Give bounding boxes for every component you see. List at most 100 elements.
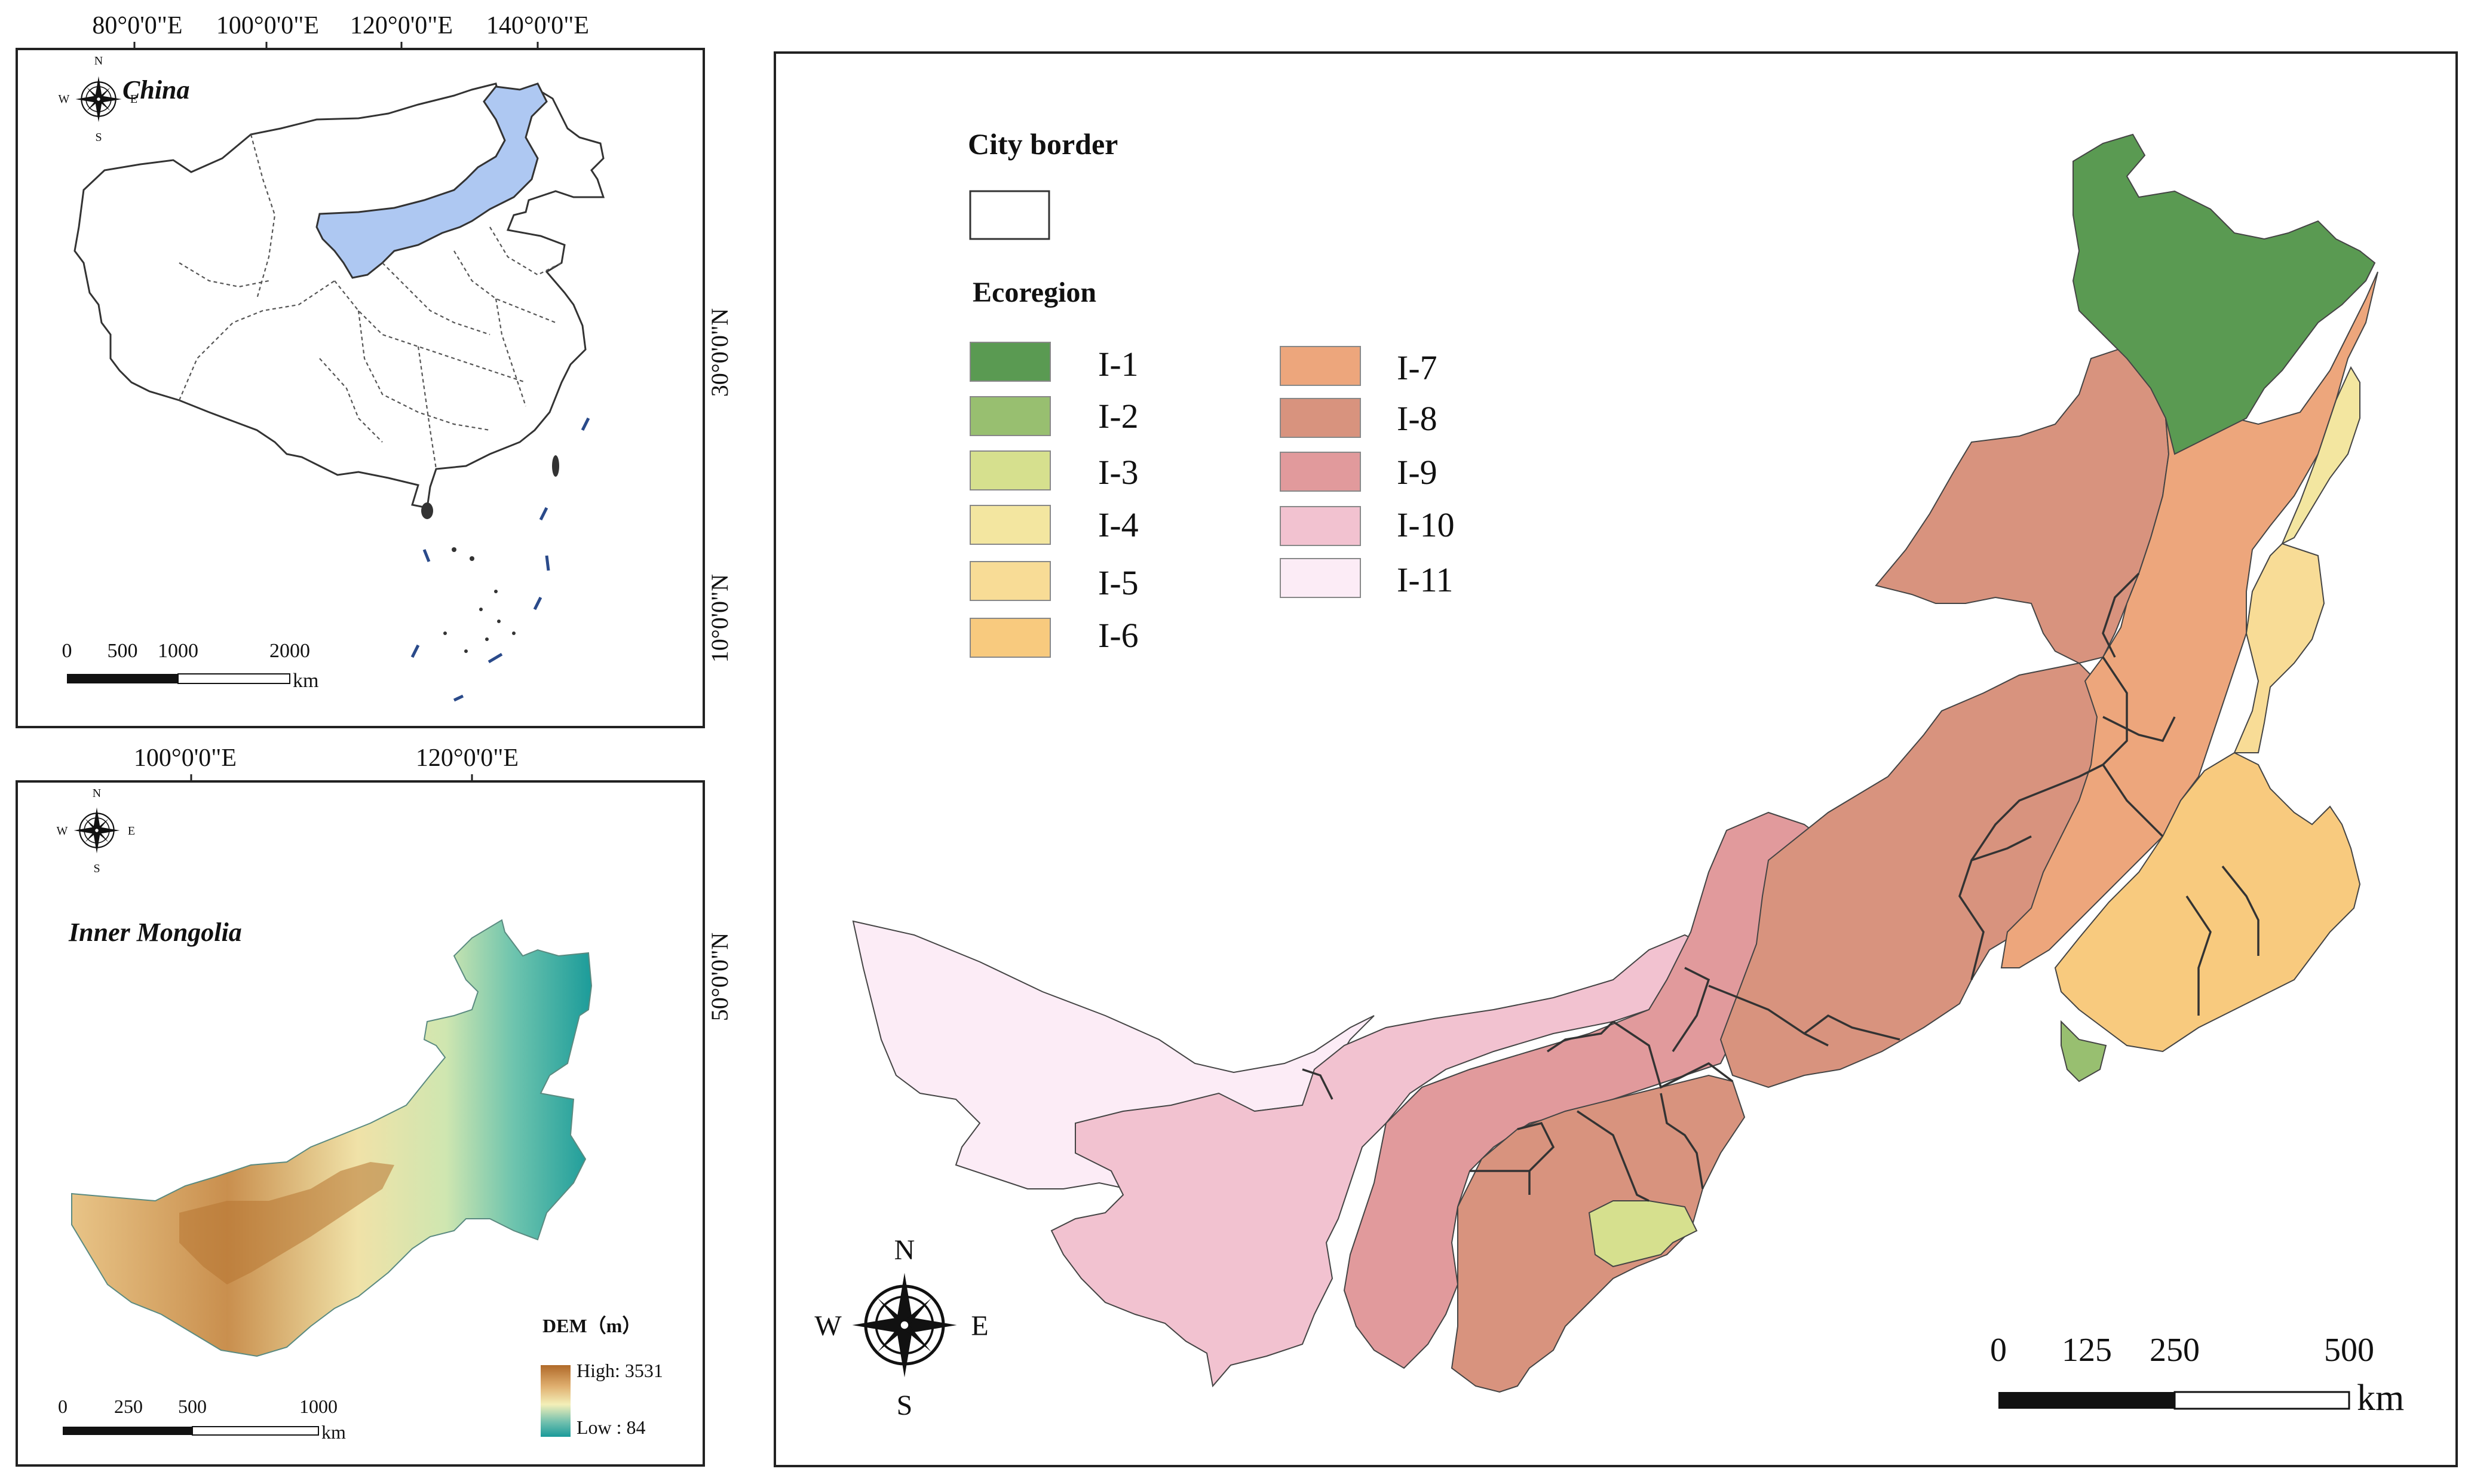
legend-label-i-11: I-11 (1397, 560, 1453, 599)
compass-n-label: N (94, 54, 103, 68)
china-panel: 80°0'0"E 100°0'0"E 120°0'0"E 140°0'0"E 3… (16, 12, 733, 728)
legend-swatch-i-2 (970, 396, 1051, 436)
ecoregion-i-2 (2061, 1020, 2107, 1083)
im-lon-label: 100°0'0"E (134, 744, 237, 772)
compass-e-label: E (971, 1310, 988, 1342)
dem-high-label: High: 3531 (577, 1360, 663, 1381)
main-scale-tick: 125 (2062, 1332, 2112, 1369)
legend-swatch-i-9 (1280, 452, 1361, 492)
im-scale-tick: 1000 (299, 1396, 338, 1417)
legend-label-i-3: I-3 (1098, 453, 1139, 492)
china-nine-dash-line (410, 417, 590, 702)
ecoregion-polygons (852, 133, 2378, 1393)
main-compass-icon (853, 1273, 957, 1378)
legend-label-i-2: I-2 (1098, 397, 1139, 436)
im-scale-bar-empty (192, 1426, 319, 1436)
compass-e-label: E (130, 93, 137, 106)
compass-w-label: W (814, 1310, 842, 1342)
legend-swatch-i-4 (970, 505, 1051, 545)
main-scale-tick: 0 (1990, 1332, 2007, 1369)
main-scale-unit: km (2357, 1378, 2404, 1418)
legend-swatch-i-10 (1280, 506, 1361, 546)
im-dem-highland (179, 1162, 394, 1284)
inner-mongolia-panel: 100°0'0"E 120°0'0"E 50°0'0"N N S W E Inn… (16, 744, 733, 1467)
legend-label-i-5: I-5 (1098, 563, 1139, 602)
main-map-frame (774, 51, 2458, 1467)
im-panel-frame (16, 780, 705, 1467)
dem-color-ramp (541, 1365, 571, 1437)
china-lat-label: 30°0'0"N (706, 308, 733, 397)
china-scale-bar-filled (67, 674, 178, 683)
china-lon-label: 100°0'0"E (216, 12, 319, 39)
compass-n-label: N (93, 787, 101, 800)
legend-label-i-8: I-8 (1397, 399, 1437, 438)
compass-w-label: W (59, 93, 70, 106)
im-scale-tick: 0 (58, 1396, 68, 1417)
ecoregion-i-3 (1588, 1200, 1698, 1268)
ecoregion-i-1 (2072, 133, 2376, 455)
compass-s-label: S (897, 1390, 913, 1421)
main-scale-bar-filled (1998, 1392, 2175, 1409)
legend-swatch-i-1 (970, 342, 1051, 382)
main-map-panel: City border Ecoregion I-1 I-2 I-3 I-4 I-… (774, 51, 2458, 1467)
china-panel-frame (16, 48, 705, 728)
legend-city-border-title: City border (968, 127, 1118, 161)
china-scale-tick: 2000 (269, 640, 310, 662)
legend-swatch-i-3 (970, 450, 1051, 490)
china-lon-label: 120°0'0"E (350, 12, 453, 39)
china-scale-tick: 0 (62, 640, 72, 662)
legend-city-border-swatch (969, 190, 1050, 240)
legend-swatch-i-5 (970, 561, 1051, 601)
im-scale-unit: km (321, 1421, 346, 1443)
im-title: Inner Mongolia (68, 918, 242, 947)
compass-n-label: N (894, 1234, 915, 1266)
legend-ecoregion-title: Ecoregion (973, 277, 1096, 308)
main-scale-tick: 250 (2150, 1332, 2200, 1369)
compass-e-label: E (128, 824, 135, 838)
ecoregion-i-6 (2054, 752, 2361, 1053)
ecoregion-i-9 (1343, 811, 1865, 1369)
china-scale-tick: 500 (108, 640, 138, 662)
legend-swatch-i-6 (970, 618, 1051, 658)
china-lat-label: 10°0'0"N (706, 574, 733, 663)
compass-s-label: S (93, 862, 100, 875)
legend-swatch-i-8 (1280, 398, 1361, 438)
main-scale-bar-empty (2173, 1391, 2350, 1410)
legend-label-i-1: I-1 (1098, 345, 1139, 384)
im-lon-label: 120°0'0"E (416, 744, 519, 772)
legend-label-i-10: I-10 (1397, 505, 1455, 544)
legend-label-i-4: I-4 (1098, 505, 1139, 544)
china-title: China (122, 75, 190, 105)
legend-swatch-i-7 (1280, 346, 1361, 386)
city-borders (1302, 572, 2259, 1202)
ecoregion-i-4 (2281, 366, 2360, 545)
china-scale-unit: km (293, 670, 318, 692)
china-lon-label: 140°0'0"E (486, 12, 589, 39)
legend-label-i-6: I-6 (1098, 616, 1139, 655)
legend-swatch-i-11 (1280, 558, 1361, 598)
dem-legend-title: DEM（m） (542, 1315, 641, 1336)
compass-s-label: S (95, 131, 102, 144)
china-scale-bar-empty (177, 673, 290, 684)
china-province-borders (178, 134, 562, 470)
china-compass-icon (75, 75, 122, 123)
im-scale-bar-filled (63, 1427, 192, 1435)
legend-label-i-7: I-7 (1397, 348, 1437, 387)
compass-w-label: W (57, 824, 68, 838)
ecoregion-i-5 (2233, 542, 2325, 753)
im-dem-map (71, 919, 593, 1357)
legend-items: I-1 I-2 I-3 I-4 I-5 I-6 I-7 I-8 I-9 I-10… (970, 342, 1455, 658)
ecoregion-i-10 (1050, 934, 1704, 1388)
im-scale-tick: 500 (178, 1396, 207, 1417)
dem-low-label: Low : 84 (577, 1416, 646, 1438)
legend-label-i-9: I-9 (1397, 453, 1437, 492)
china-inner-mongolia-highlight (315, 82, 548, 279)
im-compass-icon (73, 807, 121, 854)
im-scale-tick: 250 (114, 1396, 143, 1417)
main-scale-tick: 500 (2324, 1332, 2374, 1369)
china-islands (421, 455, 559, 653)
china-lon-label: 80°0'0"E (92, 12, 182, 39)
china-scale-tick: 1000 (158, 640, 198, 662)
im-lat-label: 50°0'0"N (706, 933, 733, 1021)
